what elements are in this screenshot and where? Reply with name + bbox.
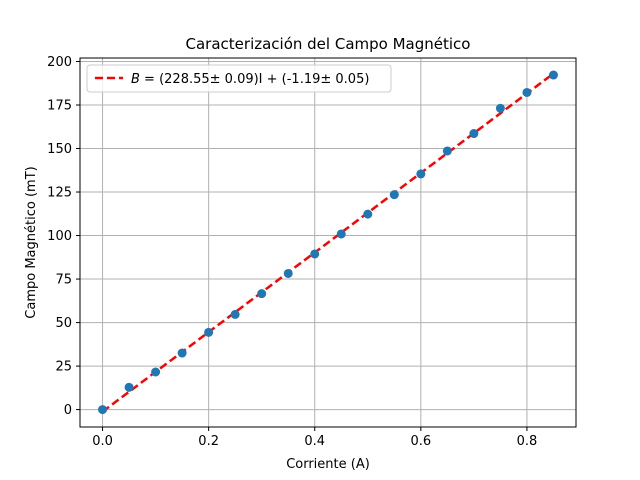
legend-label: B = (228.55± 0.09)I + (-1.19± 0.05) bbox=[131, 72, 369, 87]
y-tick-label: 75 bbox=[55, 273, 72, 288]
data-point bbox=[389, 190, 399, 200]
y-tick-label: 25 bbox=[55, 360, 72, 375]
data-point bbox=[204, 327, 214, 337]
fit-line bbox=[101, 72, 555, 413]
x-tick-label: 0.4 bbox=[304, 434, 325, 449]
data-point bbox=[363, 209, 373, 219]
x-tick-label: 0.0 bbox=[92, 434, 113, 449]
data-point bbox=[98, 405, 108, 415]
plot-frame bbox=[79, 57, 577, 428]
x-axis-ticks: 0.0 0.2 0.4 0.6 0.8 bbox=[92, 427, 537, 449]
grid bbox=[80, 58, 576, 427]
data-points bbox=[98, 70, 558, 415]
y-tick-label: 200 bbox=[47, 55, 72, 70]
legend: B = (228.55± 0.09)I + (-1.19± 0.05) bbox=[86, 64, 392, 93]
x-tick-label: 0.2 bbox=[198, 434, 219, 449]
x-tick-label: 0.8 bbox=[517, 434, 538, 449]
x-axis-label: Corriente (A) bbox=[286, 457, 370, 472]
data-point bbox=[310, 249, 320, 259]
data-point bbox=[230, 309, 240, 319]
y-tick-label: 125 bbox=[47, 186, 72, 201]
data-point bbox=[495, 103, 505, 113]
fit-line-layer bbox=[101, 72, 555, 413]
data-point bbox=[469, 129, 479, 139]
y-tick-label: 175 bbox=[47, 98, 72, 113]
data-point bbox=[283, 268, 293, 278]
chart-title: Caracterización del Campo Magnético bbox=[186, 35, 471, 53]
data-point bbox=[548, 70, 558, 80]
data-point bbox=[124, 382, 134, 392]
data-point bbox=[151, 367, 161, 377]
legend-box bbox=[86, 64, 392, 93]
y-axis-ticks: 0 25 50 75 100 125 150 175 200 bbox=[47, 55, 80, 418]
y-tick-label: 150 bbox=[47, 142, 72, 157]
data-point bbox=[177, 348, 187, 358]
data-point bbox=[257, 289, 267, 299]
legend-label-var: B bbox=[131, 72, 140, 87]
y-tick-label: 100 bbox=[47, 229, 72, 244]
data-point bbox=[522, 87, 532, 97]
data-point bbox=[442, 146, 452, 156]
data-point bbox=[416, 169, 426, 179]
y-tick-label: 0 bbox=[64, 403, 72, 418]
legend-label-formula: = (228.55± 0.09)I + (-1.19± 0.05) bbox=[140, 72, 370, 87]
y-axis-label: Campo Magnético (mT) bbox=[24, 166, 39, 318]
x-tick-label: 0.6 bbox=[410, 434, 431, 449]
data-point bbox=[336, 229, 346, 239]
y-tick-label: 50 bbox=[55, 316, 72, 331]
